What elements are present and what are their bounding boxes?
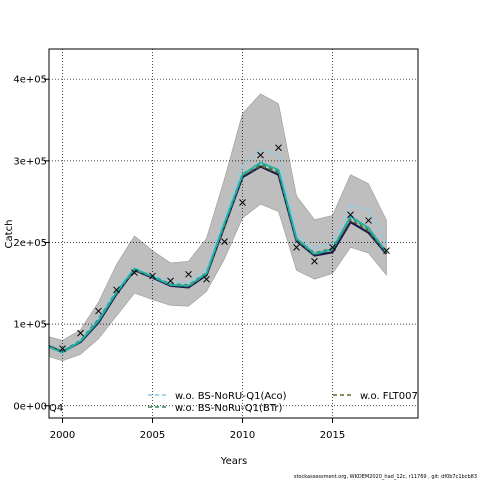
observed-point-2012 [275, 144, 282, 152]
observed-point-2011 [257, 151, 264, 159]
observed-point-2013 [293, 244, 300, 251]
observed-point-2001 [77, 329, 84, 337]
legend-entry-btr: w.o. BS-NoRu-Q1(BTr) [148, 403, 283, 414]
q4-annotation: Q4 [49, 403, 63, 414]
plot-frame [48, 48, 419, 419]
observed-point-2003 [113, 286, 120, 294]
observed-point-2017 [365, 217, 372, 224]
observed-marker-stroke [347, 211, 354, 219]
legend-label-btr: w.o. BS-NoRu-Q1(BTr) [175, 403, 283, 414]
x-tick-label-2015: 2015 [320, 430, 345, 441]
observed-marker-stroke [293, 244, 300, 251]
footer-credit: stockassessment.org, WKDEM2020_had_12c, … [294, 474, 477, 480]
observed-point-2005 [149, 272, 156, 280]
observed-point-2002 [95, 307, 102, 315]
observed-marker-stroke [365, 217, 372, 224]
y-tick-label-1e+05: 1e+05 [13, 320, 47, 331]
observed-marker-stroke [167, 277, 174, 285]
observed-point-2009 [221, 238, 228, 246]
observed-point-2004 [131, 269, 138, 277]
observed-points [59, 144, 390, 352]
observed-marker-stroke [275, 144, 282, 152]
confidence-band [49, 93, 387, 362]
observed-point-2016 [347, 211, 354, 219]
y-axis: 0e+00 1e+05 2e+05 3e+05 4e+05 [13, 75, 49, 412]
observed-point-2018 [383, 247, 390, 254]
x-axis-label: Years [220, 456, 247, 467]
y-tick-label-0e+00: 0e+00 [13, 401, 47, 412]
observed-marker-stroke [77, 329, 84, 337]
confidence-band-area [49, 93, 387, 362]
y-tick-label-3e+05: 3e+05 [13, 156, 47, 167]
observed-point-2010 [239, 199, 246, 206]
observed-marker-stroke [221, 238, 228, 246]
observed-marker-stroke [257, 151, 264, 159]
legend-entry-aco: w.o. BS-NoRU-Q1(Aco) [148, 391, 287, 402]
observed-marker-stroke [59, 345, 66, 352]
legend-label-aco: w.o. BS-NoRU-Q1(Aco) [175, 391, 287, 402]
legend: w.o. BS-NoRU-Q1(Aco) w.o. BS-NoRu-Q1(BTr… [148, 391, 418, 414]
y-tick-label-4e+05: 4e+05 [13, 75, 47, 86]
observed-point-2006 [167, 277, 174, 285]
observed-marker-stroke [329, 244, 336, 251]
observed-point-2008 [203, 275, 210, 283]
observed-point-2014 [311, 257, 318, 265]
observed-marker-stroke [95, 307, 102, 315]
x-tick-label-2010: 2010 [230, 430, 255, 441]
x-tick-label-2005: 2005 [140, 430, 165, 441]
observed-marker-stroke [311, 257, 318, 265]
observed-marker-stroke [185, 270, 192, 278]
observed-marker-stroke [113, 286, 120, 294]
observed-point-2000 [59, 345, 66, 352]
observed-marker-stroke [203, 275, 210, 283]
observed-marker-stroke [383, 247, 390, 254]
observed-marker-stroke [131, 269, 138, 277]
y-axis-label: Catch [4, 220, 15, 249]
observed-marker-stroke [149, 272, 156, 280]
observed-point-2007 [185, 270, 192, 278]
x-tick-label-2000: 2000 [50, 430, 75, 441]
y-tick-label-2e+05: 2e+05 [13, 238, 47, 249]
legend-label-flt007: w.o. FLT007 [360, 391, 418, 402]
observed-point-2015 [329, 244, 336, 251]
observed-marker-stroke [239, 199, 246, 206]
legend-entry-flt007: w.o. FLT007 [333, 391, 418, 402]
x-axis: 2000 2005 2010 2015 [50, 418, 345, 441]
